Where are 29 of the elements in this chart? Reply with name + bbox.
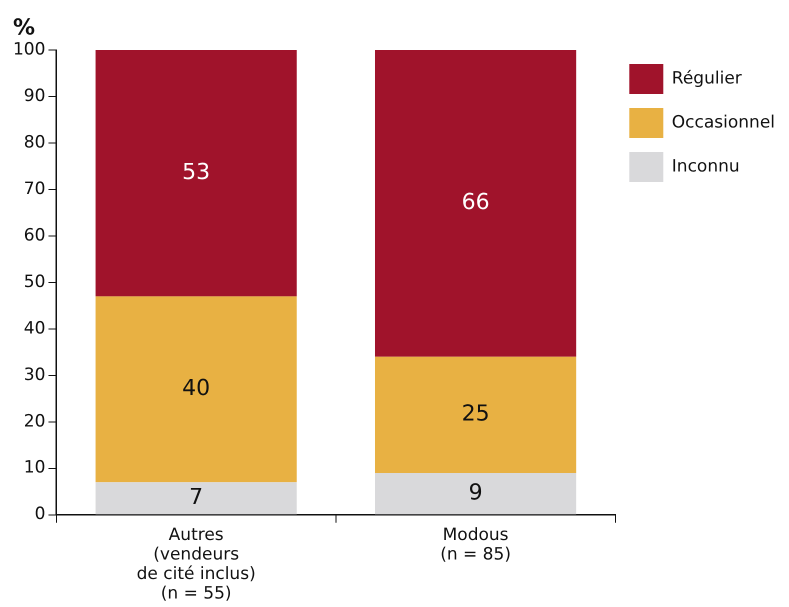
y-tick-label: 0	[34, 504, 46, 524]
y-tick-label: 100	[12, 39, 46, 60]
data-label: 53	[182, 160, 210, 185]
data-label: 7	[189, 485, 204, 510]
x-tick-label: Autres (vendeurs de cité inclus) (n = 55)	[136, 524, 256, 604]
legend-label: Régulier	[672, 68, 742, 88]
data-label: 40	[182, 376, 210, 402]
data-label: 25	[462, 402, 490, 427]
y-tick-label: 40	[24, 318, 46, 338]
bar	[374, 472, 576, 514]
y-axis-title: %	[12, 16, 36, 41]
y-tick-label: 70	[24, 178, 46, 199]
bar	[96, 50, 297, 296]
bar	[96, 482, 297, 514]
x-tick-label: Modous (n = 85)	[440, 524, 511, 565]
y-tick-label: 30	[24, 364, 46, 385]
y-tick-label: 90	[24, 86, 46, 106]
legend-label: Occasionnel	[672, 112, 776, 132]
data-label: 66	[462, 190, 490, 216]
y-tick-label: 50	[24, 272, 46, 292]
bar	[374, 356, 576, 473]
y-tick-label: 80	[24, 132, 46, 152]
legend-label: Inconnu	[672, 156, 740, 176]
y-tick-label: 60	[24, 225, 46, 246]
bar	[374, 50, 576, 357]
data-label: 9	[468, 480, 483, 506]
y-tick-label: 20	[24, 411, 46, 432]
y-tick-label: 10	[24, 458, 46, 478]
bar	[96, 296, 297, 482]
